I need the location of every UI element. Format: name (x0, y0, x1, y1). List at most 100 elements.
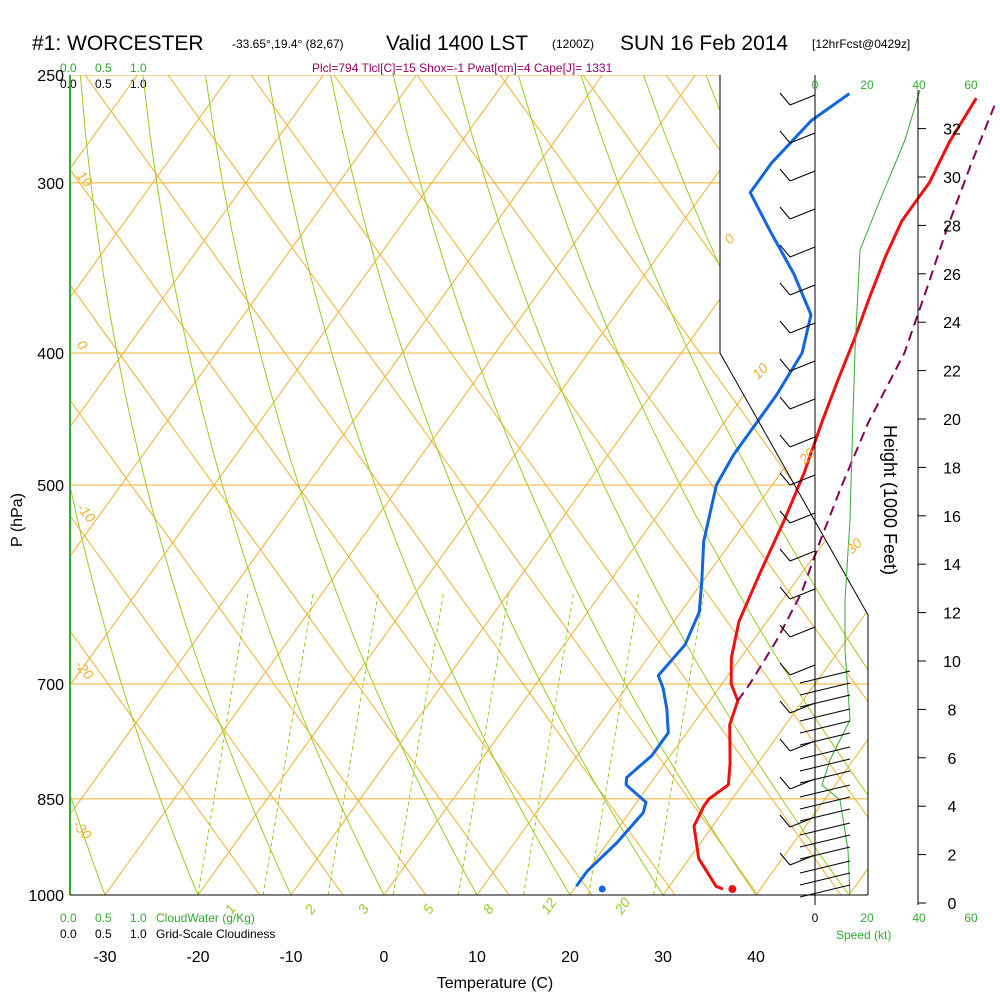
wind-barb-staff (799, 694, 851, 708)
pressure-tick-label: 250 (37, 68, 64, 85)
left-isotherm-label: 0 (74, 337, 91, 353)
isotherm-line (942, 75, 1000, 895)
height-tick-label: 2 (948, 848, 957, 865)
wind-barb-flag (779, 396, 791, 410)
wind-barb-flag (779, 738, 791, 752)
speed-top-tick: 0 (812, 78, 819, 92)
height-tick-label: 22 (943, 364, 961, 381)
wind-barb-staff (799, 872, 851, 886)
wind-barb-staff (789, 626, 816, 638)
wind-barb-staff (789, 436, 816, 448)
mixing-ratio-label: 20 (611, 895, 634, 918)
temperature-profile-line (692, 97, 978, 891)
left-isotherm-label: -20 (72, 657, 97, 683)
height-axis-label: Height (1000 Feet) (880, 425, 900, 575)
isotherm-line (755, 75, 868, 895)
cloudiness-label: Grid-Scale Cloudiness (156, 927, 275, 941)
wind-barb (779, 662, 851, 708)
speed-bottom-tick: 40 (912, 911, 926, 925)
wind-barb (779, 776, 851, 822)
wind-barb (779, 92, 816, 106)
temperature-tick-label: -30 (93, 949, 116, 966)
height-tick-label: 12 (943, 606, 961, 623)
wind-barb (779, 548, 816, 562)
wind-barb-staff (789, 360, 816, 372)
isotherm-label: 30 (843, 535, 865, 557)
wind-barb-staff (799, 720, 851, 734)
temperature-tick-label: 40 (747, 949, 765, 966)
height-tick-label: 18 (943, 460, 961, 477)
wind-barb-staff (789, 816, 816, 828)
height-tick-label: 20 (943, 412, 961, 429)
station-coords: -33.65°,19.4° (82,67) (232, 37, 344, 51)
wind-barb-flag (779, 130, 791, 144)
mixing-ratio-line (653, 592, 705, 895)
height-tick-label: 28 (943, 218, 961, 235)
wind-barb-staff (799, 884, 851, 898)
plot-right-boundary (719, 75, 869, 895)
left-isotherm-label: -30 (70, 817, 95, 843)
temperature-tick-label: 0 (380, 949, 389, 966)
wind-speed-line (821, 89, 921, 896)
sounding-series (575, 92, 996, 894)
wind-barb-flag (779, 586, 791, 600)
wind-barb-staff (799, 796, 851, 810)
diagonal-grid-line (582, 75, 868, 895)
isotherm-line (70, 75, 324, 895)
isotherm-line (848, 75, 868, 895)
dry-adiabat-line (894, 75, 1000, 895)
pressure-tick-label: 500 (37, 478, 64, 495)
surface-dewpoint-point (598, 885, 606, 893)
mixing-ratio-label: 3 (354, 901, 372, 917)
height-tick-label: 32 (943, 122, 961, 139)
wind-barb (779, 852, 851, 898)
wind-barb-staff (799, 670, 851, 684)
temperature-tick-label: 20 (561, 949, 579, 966)
temperature-tick-label: -20 (186, 949, 209, 966)
cloudwater-label: CloudWater (g/Kg) (156, 911, 255, 925)
wind-barb (779, 206, 816, 220)
wind-barb-flag (779, 510, 791, 524)
diagonal-grid-line (70, 75, 261, 895)
dry-adiabat-line (267, 75, 571, 895)
dry-adiabat-line (142, 75, 385, 895)
wind-barb-staff (799, 860, 851, 874)
pressure-tick-label: 700 (37, 677, 64, 694)
mixing-ratio-line (392, 592, 444, 895)
wind-barb-staff (799, 834, 851, 848)
height-tick-label: 14 (943, 557, 961, 574)
station-title: #1: WORCESTER (32, 32, 204, 55)
wind-barb-flag (779, 320, 791, 334)
wind-barb (779, 282, 816, 296)
forecast-date: SUN 16 Feb 2014 (620, 32, 788, 55)
speed-bottom-tick: 20 (860, 911, 874, 925)
wind-barb-flag (779, 92, 791, 106)
height-tick-label: 24 (943, 315, 961, 332)
speed-top-tick: 40 (912, 78, 926, 92)
parcel-profile-line (736, 104, 996, 702)
plot-grid (70, 75, 1000, 895)
wind-barb-staff (799, 732, 851, 746)
wind-barb-staff (789, 322, 816, 334)
surface-temperature-point (728, 885, 737, 894)
dry-adiabat-line (455, 75, 850, 895)
cloudwater-top-tick-2: 1.0 (130, 61, 147, 75)
isotherm-line (70, 75, 231, 895)
wind-barb-staff (799, 682, 851, 696)
wind-barb-flag (779, 624, 791, 638)
x-axis-label: Temperature (C) (437, 975, 553, 992)
cloudwater-top-tick-0: 0.0 (60, 61, 77, 75)
height-tick-label: 16 (943, 509, 961, 526)
cloudwater-bottom-tick-2: 1.0 (130, 911, 147, 925)
utc-time: (1200Z) (552, 37, 594, 51)
wind-barb (779, 510, 816, 524)
wind-barb-staff (789, 132, 816, 144)
isotherm-line (662, 75, 868, 895)
wind-barb-staff (799, 708, 851, 722)
wind-barb (779, 586, 816, 600)
height-tick-label: 4 (948, 799, 957, 816)
dry-adiabat-line (204, 75, 478, 895)
diagonal-grid-line (70, 75, 344, 895)
wind-barb-flag (779, 472, 791, 486)
